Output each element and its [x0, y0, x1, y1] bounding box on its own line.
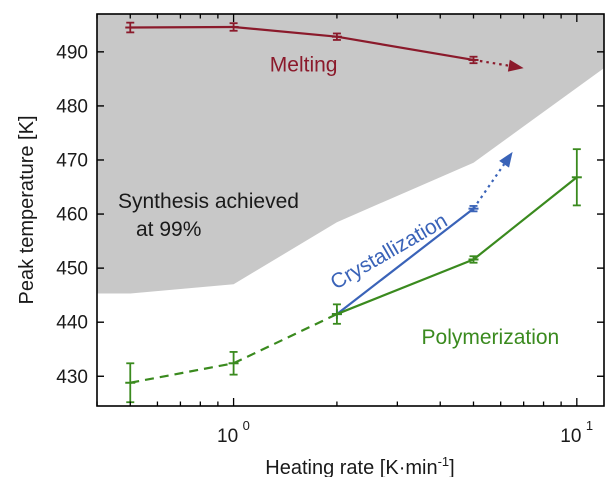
y-axis-title: Peak temperature [K]: [16, 116, 38, 305]
x-tick-exponent: 0: [243, 418, 250, 433]
polymerization-segment: [130, 362, 234, 384]
y-tick-label: 480: [56, 96, 88, 117]
x-tick-label: 10: [560, 426, 581, 447]
polymerization-series: [125, 148, 582, 404]
y-tick-label: 460: [56, 205, 88, 226]
y-tick-label: 450: [56, 259, 88, 280]
polymerization-segment: [336, 258, 474, 316]
crystallization-trend-arrowhead: [499, 151, 513, 168]
melting-series: [125, 21, 524, 72]
melting-segment: [336, 35, 474, 62]
crystallization-segment: [336, 207, 475, 315]
synthesis-region-layer: [97, 14, 604, 294]
series-layer: [125, 21, 582, 404]
x-axis-title: Heating rate [K·min-1]: [265, 454, 454, 477]
plot-frame: [96, 13, 605, 407]
melting-trend-arrowhead: [507, 59, 524, 72]
synthesis-region: [97, 14, 604, 294]
y-tick-label: 470: [56, 150, 88, 171]
x-tick-label: 10: [217, 426, 238, 447]
axes-layer: 430 440 450 460 470 480 490 10 0 10 1: [56, 14, 604, 447]
crystallization-trend-extension: [472, 163, 506, 210]
y-tick-label: 430: [56, 367, 88, 388]
melting-segment: [130, 25, 234, 29]
melting-label: Melting: [270, 53, 338, 76]
synthesis-region-label-2: at 99%: [136, 218, 201, 241]
x-tick-exponent: 1: [586, 418, 593, 433]
y-tick-label: 490: [56, 42, 88, 63]
y-tick-label: 440: [56, 313, 88, 334]
synthesis-region-label: Synthesis achieved: [118, 190, 299, 213]
crystallization-label: Crystallization: [327, 209, 452, 294]
polymerization-label: Polymerization: [422, 326, 560, 349]
polymerization-segment: [233, 313, 338, 365]
polymerization-segment: [472, 176, 578, 261]
melting-segment: [233, 25, 338, 38]
